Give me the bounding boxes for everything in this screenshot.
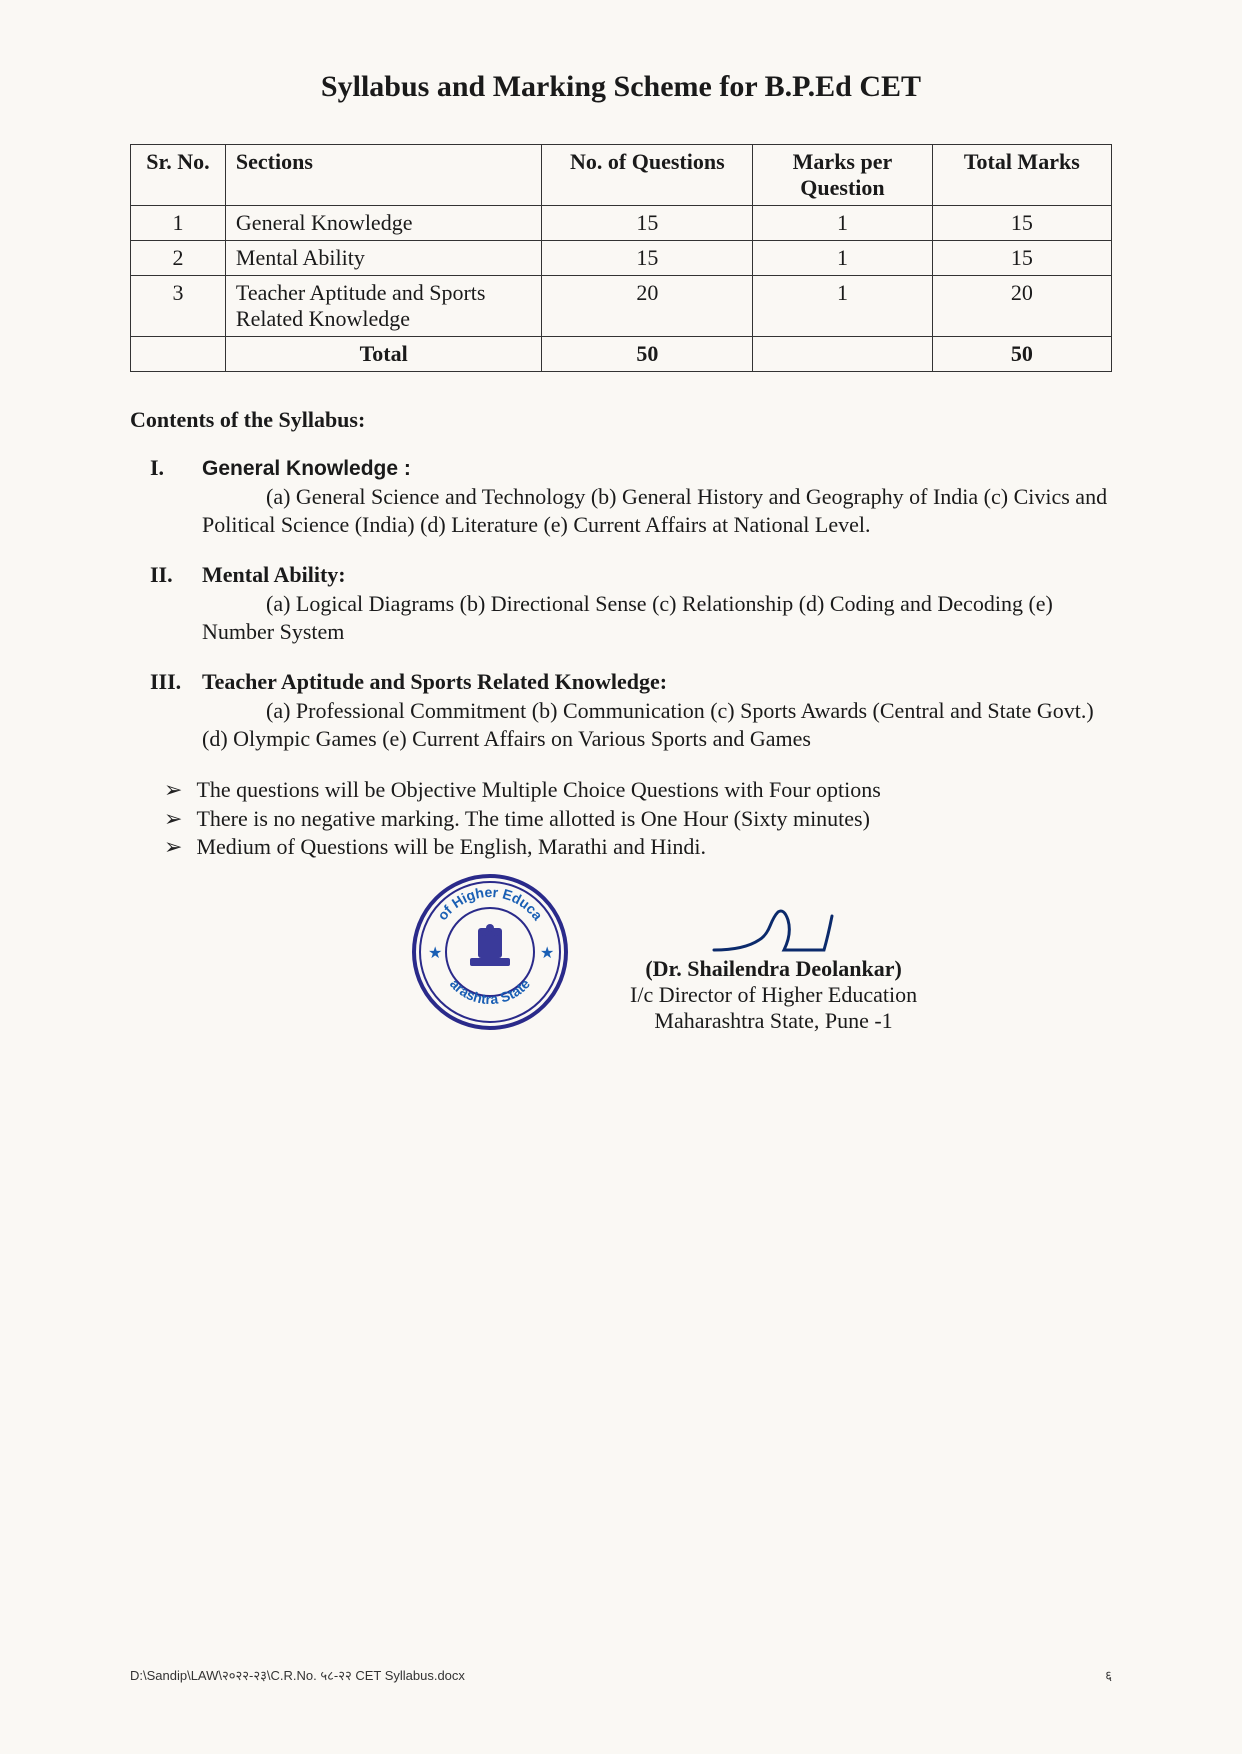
header-tm: Total Marks [932,145,1111,206]
cell-mpq: 1 [753,206,932,241]
header-mpq: Marks per Question [753,145,932,206]
section-title: General Knowledge : [202,457,411,480]
signature-icon [704,906,844,962]
table-header-row: Sr. No. Sections No. of Questions Marks … [131,145,1112,206]
contents-heading: Contents of the Syllabus: [130,407,1112,433]
cell-tm: 15 [932,241,1111,276]
svg-text:arashtra State: arashtra State [447,975,533,1007]
footer-path: D:\Sandip\LAW\२०२२-२३\C.R.No. ५८-२२ CET … [130,1666,465,1684]
page-title: Syllabus and Marking Scheme for B.P.Ed C… [130,70,1112,104]
section-title: Teacher Aptitude and Sports Related Know… [202,669,667,694]
marking-scheme-table: Sr. No. Sections No. of Questions Marks … [130,144,1112,372]
header-noq: No. of Questions [542,145,753,206]
seal-bottom-text: arashtra State [447,975,533,1007]
section-body: (a) General Science and Technology (b) G… [202,483,1112,538]
syllabus-section: III.Teacher Aptitude and Sports Related … [150,669,1112,752]
syllabus-section: I.General Knowledge : (a) General Science… [150,455,1112,538]
signatory-name: (Dr. Shailendra Deolankar) [630,956,917,982]
cell-total-mpq [753,337,932,372]
table-row: 2Mental Ability15115 [131,241,1112,276]
syllabus-sections: I.General Knowledge : (a) General Science… [130,455,1112,752]
cell-total-label: Total [225,337,541,372]
cell-noq: 15 [542,241,753,276]
footer-page: ६ [1105,1666,1112,1684]
table-row: 1General Knowledge15115 [131,206,1112,241]
header-section: Sections [225,145,541,206]
cell-tm: 20 [932,276,1111,337]
section-roman: III. [150,669,202,752]
cell-mpq: 1 [753,241,932,276]
notes-list: The questions will be Objective Multiple… [130,776,1112,862]
cell-section: General Knowledge [225,206,541,241]
signatory-line1: I/c Director of Higher Education [630,982,917,1008]
section-roman: II. [150,562,202,645]
cell-total-sr [131,337,226,372]
cell-total-tm: 50 [932,337,1111,372]
cell-total-noq: 50 [542,337,753,372]
note-item: There is no negative marking. The time a… [164,805,1112,834]
signatory: (Dr. Shailendra Deolankar) I/c Director … [630,872,917,1034]
note-item: The questions will be Objective Multiple… [164,776,1112,805]
svg-text:★: ★ [428,945,442,962]
cell-section: Teacher Aptitude and Sports Related Know… [225,276,541,337]
footer: D:\Sandip\LAW\२०२२-२३\C.R.No. ५८-२२ CET … [130,1666,1112,1684]
cell-sr: 1 [131,206,226,241]
cell-noq: 15 [542,206,753,241]
cell-sr: 2 [131,241,226,276]
header-sr: Sr. No. [131,145,226,206]
cell-noq: 20 [542,276,753,337]
cell-tm: 15 [932,206,1111,241]
svg-text:★: ★ [540,945,554,962]
section-body: (a) Professional Commitment (b) Communic… [202,697,1112,752]
note-item: Medium of Questions will be English, Mar… [164,833,1112,862]
table-row: 3Teacher Aptitude and Sports Related Kno… [131,276,1112,337]
svg-text:of Higher Educa: of Higher Educa [434,884,546,923]
signature-block: of Higher Educa arashtra State ★ ★ (Dr. … [130,872,1112,1034]
section-roman: I. [150,455,202,538]
section-title: Mental Ability: [202,562,346,587]
cell-section: Mental Ability [225,241,541,276]
official-seal: of Higher Educa arashtra State ★ ★ [410,872,570,1032]
signatory-line2: Maharashtra State, Pune -1 [630,1008,917,1034]
cell-mpq: 1 [753,276,932,337]
seal-top-text: of Higher Educa [434,884,546,923]
section-body: (a) Logical Diagrams (b) Directional Sen… [202,590,1112,645]
cell-sr: 3 [131,276,226,337]
syllabus-section: II.Mental Ability: (a) Logical Diagrams (… [150,562,1112,645]
table-total-row: Total5050 [131,337,1112,372]
